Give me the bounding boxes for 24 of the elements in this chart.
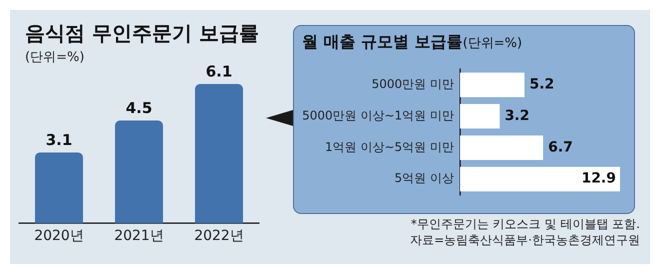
data-label: 3.2 (504, 108, 530, 124)
data-label: 4.5 (126, 98, 152, 117)
chart-subtitle: (단위=%) (462, 36, 522, 51)
y-tick-label: 5억원 이상 (394, 171, 454, 186)
x-tick-label: 2021년 (114, 228, 164, 244)
data-label: 3.1 (46, 130, 72, 149)
bar (460, 72, 524, 98)
data-label: 5.2 (529, 76, 554, 93)
x-tick-label: 2020년 (34, 228, 84, 244)
data-label: 6.1 (206, 62, 232, 80)
data-label: 6.7 (548, 139, 573, 156)
chart-title: 음식점 무인주문기 보급률 (25, 20, 259, 47)
text: *무인주문기는 키오스크 및 테이블탭 포함. (410, 216, 640, 232)
bar (460, 166, 620, 192)
y-tick-label: 5000만원 미만 (372, 77, 454, 92)
y-tick-label: 5000만원 이상~1억원 미만 (302, 108, 454, 122)
data-label: 12.9 (581, 170, 616, 187)
chart-subtitle: (단위=%) (25, 49, 84, 66)
bar (460, 104, 500, 129)
chart-title: 월 매출 규모별 보급률 (302, 32, 463, 51)
y-tick-label: 1억원 이상~5억원 미만 (325, 140, 454, 154)
bar (460, 135, 544, 160)
text: 자료=농림축산식품부·한국농촌경제연구원 (409, 232, 640, 248)
x-tick-label: 2022년 (194, 228, 244, 244)
